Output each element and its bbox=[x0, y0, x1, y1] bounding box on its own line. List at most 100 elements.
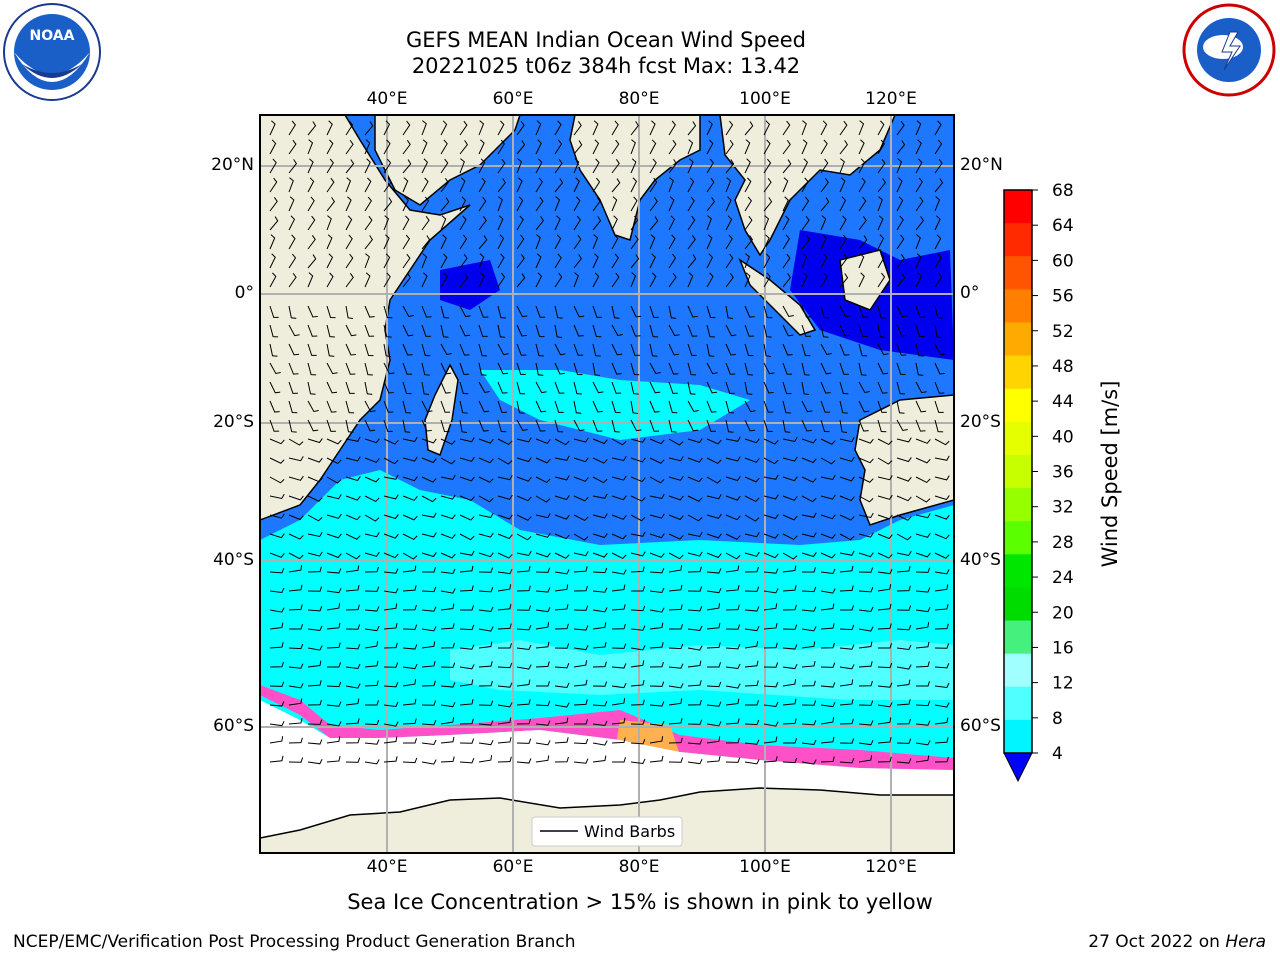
wind-barb bbox=[877, 756, 892, 763]
wind-barb bbox=[288, 215, 296, 231]
wind-barb bbox=[782, 400, 791, 414]
wind-barb bbox=[421, 324, 431, 337]
wind-barb bbox=[725, 120, 734, 136]
wind-barb bbox=[554, 717, 569, 725]
wind-barb bbox=[763, 682, 779, 688]
wind-barb bbox=[687, 739, 703, 745]
wind-barb bbox=[706, 324, 715, 338]
wind-barb bbox=[516, 381, 526, 395]
wind-barb bbox=[687, 362, 697, 376]
wind-barb bbox=[934, 495, 950, 501]
wind-barb bbox=[383, 177, 392, 193]
wind-barb bbox=[744, 343, 754, 357]
wind-barb bbox=[307, 438, 323, 444]
wind-barb bbox=[592, 533, 608, 539]
wind-barb bbox=[573, 158, 580, 174]
wind-barb bbox=[896, 400, 905, 414]
wind-barb bbox=[706, 755, 721, 763]
wind-barb bbox=[763, 272, 771, 288]
right-lat-label: 0° bbox=[960, 283, 980, 303]
wind-barb bbox=[459, 343, 470, 356]
wind-barb bbox=[288, 253, 297, 269]
wind-barb bbox=[421, 381, 430, 396]
wind-barb bbox=[478, 381, 490, 394]
wind-barb bbox=[820, 552, 836, 559]
wind-barb bbox=[592, 755, 607, 763]
wind-barb bbox=[459, 585, 474, 592]
wind-barb bbox=[763, 552, 779, 559]
wind-barb bbox=[269, 216, 279, 231]
wind-barb bbox=[630, 758, 646, 765]
wind-barb bbox=[858, 120, 865, 136]
wind-barb bbox=[820, 178, 829, 193]
wind-barb bbox=[554, 272, 563, 288]
arabia-land bbox=[374, 115, 521, 206]
wind-barb bbox=[706, 736, 721, 744]
wind-barb bbox=[535, 324, 545, 338]
wind-barb bbox=[782, 196, 789, 212]
wind-barb bbox=[649, 476, 665, 484]
wind-barb bbox=[877, 343, 889, 356]
wind-barb bbox=[763, 457, 779, 465]
wind-barb bbox=[801, 759, 817, 765]
wind-barb bbox=[383, 457, 399, 465]
wind-barb bbox=[440, 533, 456, 539]
wind-barb bbox=[516, 585, 531, 592]
wind-barb bbox=[611, 120, 619, 136]
wind-barb bbox=[326, 533, 342, 539]
wind-barb bbox=[706, 533, 722, 539]
wind-barb bbox=[535, 419, 546, 432]
wind-barb bbox=[934, 552, 950, 559]
wind-barb bbox=[345, 436, 361, 442]
wind-barb bbox=[440, 588, 456, 594]
wind-barb bbox=[592, 158, 600, 174]
wind-barb bbox=[649, 343, 658, 357]
wind-barb bbox=[915, 661, 930, 668]
wind-barb bbox=[896, 585, 911, 592]
wind-barb bbox=[744, 457, 760, 463]
colorbar-tick-label: 64 bbox=[1052, 216, 1074, 236]
wind-barb bbox=[478, 235, 488, 250]
wind-barb bbox=[820, 623, 835, 630]
wind-barb bbox=[421, 362, 430, 376]
wind-barb bbox=[611, 717, 626, 725]
wind-barb bbox=[573, 605, 589, 611]
wind-barb bbox=[459, 664, 475, 670]
wind-barb bbox=[440, 215, 447, 231]
wind-barb bbox=[440, 736, 455, 744]
wind-barb bbox=[668, 234, 676, 250]
wind-barb bbox=[649, 381, 661, 394]
wind-barb bbox=[573, 419, 585, 432]
wind-barb bbox=[497, 552, 513, 559]
wind-barb bbox=[839, 400, 848, 414]
wind-barb bbox=[630, 139, 636, 155]
wind-barb bbox=[440, 514, 456, 520]
wind-barb bbox=[497, 533, 513, 540]
wind-barb bbox=[706, 587, 722, 594]
wind-barb bbox=[820, 514, 836, 520]
wind-barb bbox=[307, 495, 323, 502]
wind-barb bbox=[269, 197, 278, 212]
wind-barb bbox=[402, 495, 418, 501]
wind-barb bbox=[478, 419, 489, 432]
wind-barb bbox=[440, 139, 448, 155]
wind-barb bbox=[269, 272, 277, 288]
wind-barb bbox=[345, 495, 361, 501]
wind-barb bbox=[535, 740, 551, 746]
wind-barb bbox=[725, 215, 733, 231]
wind-barb bbox=[535, 567, 551, 573]
wind-barb bbox=[459, 158, 465, 174]
wind-barb bbox=[744, 324, 755, 337]
wind-barb bbox=[877, 603, 892, 611]
wind-barb bbox=[421, 476, 437, 483]
wind-barb bbox=[478, 400, 490, 413]
colorbar-tick-label: 36 bbox=[1052, 463, 1074, 483]
wind-barb bbox=[820, 588, 836, 594]
wind-barb bbox=[383, 419, 393, 432]
wind-barb bbox=[668, 253, 677, 269]
wind-barb bbox=[858, 641, 873, 649]
wind-barb bbox=[649, 216, 659, 231]
wind-barb bbox=[611, 475, 627, 481]
wind-barb bbox=[839, 253, 848, 269]
wind-barb bbox=[535, 216, 545, 231]
